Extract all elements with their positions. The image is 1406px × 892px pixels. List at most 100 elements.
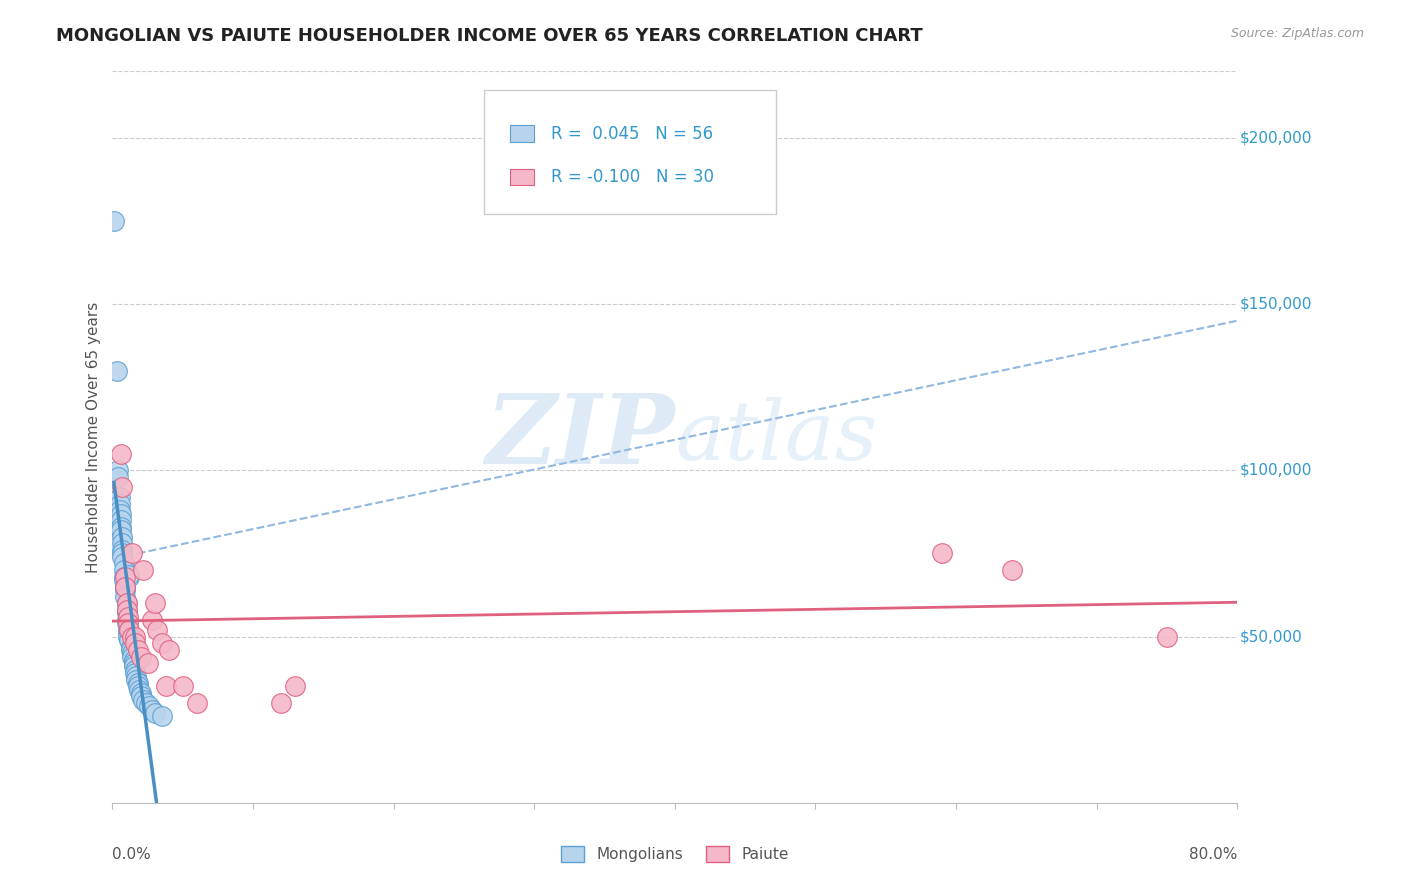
- Point: [117, 626, 139, 640]
- Point: [117, 630, 139, 644]
- Point: [129, 686, 152, 700]
- Point: [110, 447, 132, 461]
- Point: [114, 580, 136, 594]
- Text: R = -0.100   N = 30: R = -0.100 N = 30: [551, 169, 714, 186]
- Point: [120, 640, 142, 654]
- Point: [110, 513, 132, 527]
- Point: [111, 546, 134, 560]
- Point: [150, 636, 173, 650]
- Text: $200,000: $200,000: [1240, 130, 1312, 145]
- Point: [143, 596, 166, 610]
- Text: $50,000: $50,000: [1240, 629, 1302, 644]
- Point: [141, 613, 163, 627]
- Point: [111, 530, 134, 544]
- Point: [107, 463, 129, 477]
- Point: [115, 596, 138, 610]
- Point: [122, 656, 145, 670]
- Point: [150, 709, 173, 723]
- Point: [141, 703, 163, 717]
- Point: [124, 666, 146, 681]
- Point: [110, 520, 132, 534]
- Point: [103, 214, 125, 228]
- Point: [129, 690, 152, 704]
- Point: [127, 643, 149, 657]
- Point: [112, 557, 135, 571]
- Legend: Mongolians, Paiute: Mongolians, Paiute: [555, 840, 794, 868]
- Point: [111, 480, 134, 494]
- Text: 80.0%: 80.0%: [1189, 847, 1237, 862]
- Point: [186, 696, 208, 710]
- Point: [143, 706, 166, 720]
- Point: [111, 536, 134, 550]
- Point: [117, 623, 139, 637]
- Point: [138, 699, 160, 714]
- Point: [115, 603, 138, 617]
- Point: [120, 643, 142, 657]
- Point: [110, 507, 132, 521]
- Point: [125, 673, 148, 687]
- Point: [155, 680, 177, 694]
- Point: [115, 616, 138, 631]
- Y-axis label: Householder Income Over 65 years: Householder Income Over 65 years: [86, 301, 101, 573]
- Text: MONGOLIAN VS PAIUTE HOUSEHOLDER INCOME OVER 65 YEARS CORRELATION CHART: MONGOLIAN VS PAIUTE HOUSEHOLDER INCOME O…: [56, 27, 922, 45]
- Point: [114, 570, 136, 584]
- Text: 0.0%: 0.0%: [112, 847, 152, 862]
- Point: [1001, 563, 1024, 577]
- Point: [114, 590, 136, 604]
- Point: [108, 503, 131, 517]
- Point: [121, 649, 143, 664]
- Point: [931, 546, 953, 560]
- Point: [108, 490, 131, 504]
- Text: R =  0.045   N = 56: R = 0.045 N = 56: [551, 125, 713, 143]
- Point: [172, 680, 194, 694]
- FancyBboxPatch shape: [484, 90, 776, 214]
- Text: ZIP: ZIP: [485, 390, 675, 484]
- FancyBboxPatch shape: [509, 126, 534, 142]
- Point: [105, 363, 128, 377]
- Point: [111, 543, 134, 558]
- Point: [112, 563, 135, 577]
- Point: [129, 649, 152, 664]
- Point: [108, 497, 131, 511]
- Point: [115, 603, 138, 617]
- Point: [121, 630, 143, 644]
- Point: [111, 549, 134, 564]
- Point: [136, 656, 159, 670]
- Point: [118, 568, 141, 582]
- Point: [284, 680, 307, 694]
- Point: [122, 653, 145, 667]
- Point: [125, 669, 148, 683]
- Point: [115, 596, 138, 610]
- Point: [124, 630, 146, 644]
- Point: [1156, 630, 1178, 644]
- Point: [128, 682, 150, 697]
- Point: [127, 676, 149, 690]
- Point: [118, 623, 141, 637]
- Point: [107, 470, 129, 484]
- Point: [110, 523, 132, 537]
- Point: [132, 692, 155, 706]
- Text: atlas: atlas: [675, 397, 877, 477]
- Text: Source: ZipAtlas.com: Source: ZipAtlas.com: [1230, 27, 1364, 40]
- Point: [115, 607, 138, 621]
- Point: [146, 623, 169, 637]
- Point: [132, 563, 155, 577]
- Point: [122, 659, 145, 673]
- Point: [127, 680, 149, 694]
- Point: [157, 643, 180, 657]
- Point: [114, 580, 136, 594]
- Point: [114, 582, 136, 597]
- Point: [118, 632, 141, 647]
- FancyBboxPatch shape: [509, 169, 534, 186]
- Point: [124, 663, 146, 677]
- Point: [112, 570, 135, 584]
- Point: [270, 696, 292, 710]
- Point: [121, 546, 143, 560]
- Text: $100,000: $100,000: [1240, 463, 1312, 478]
- Point: [112, 573, 135, 587]
- Point: [135, 696, 157, 710]
- Text: $150,000: $150,000: [1240, 297, 1312, 311]
- Point: [117, 609, 139, 624]
- Point: [117, 616, 139, 631]
- Point: [118, 570, 141, 584]
